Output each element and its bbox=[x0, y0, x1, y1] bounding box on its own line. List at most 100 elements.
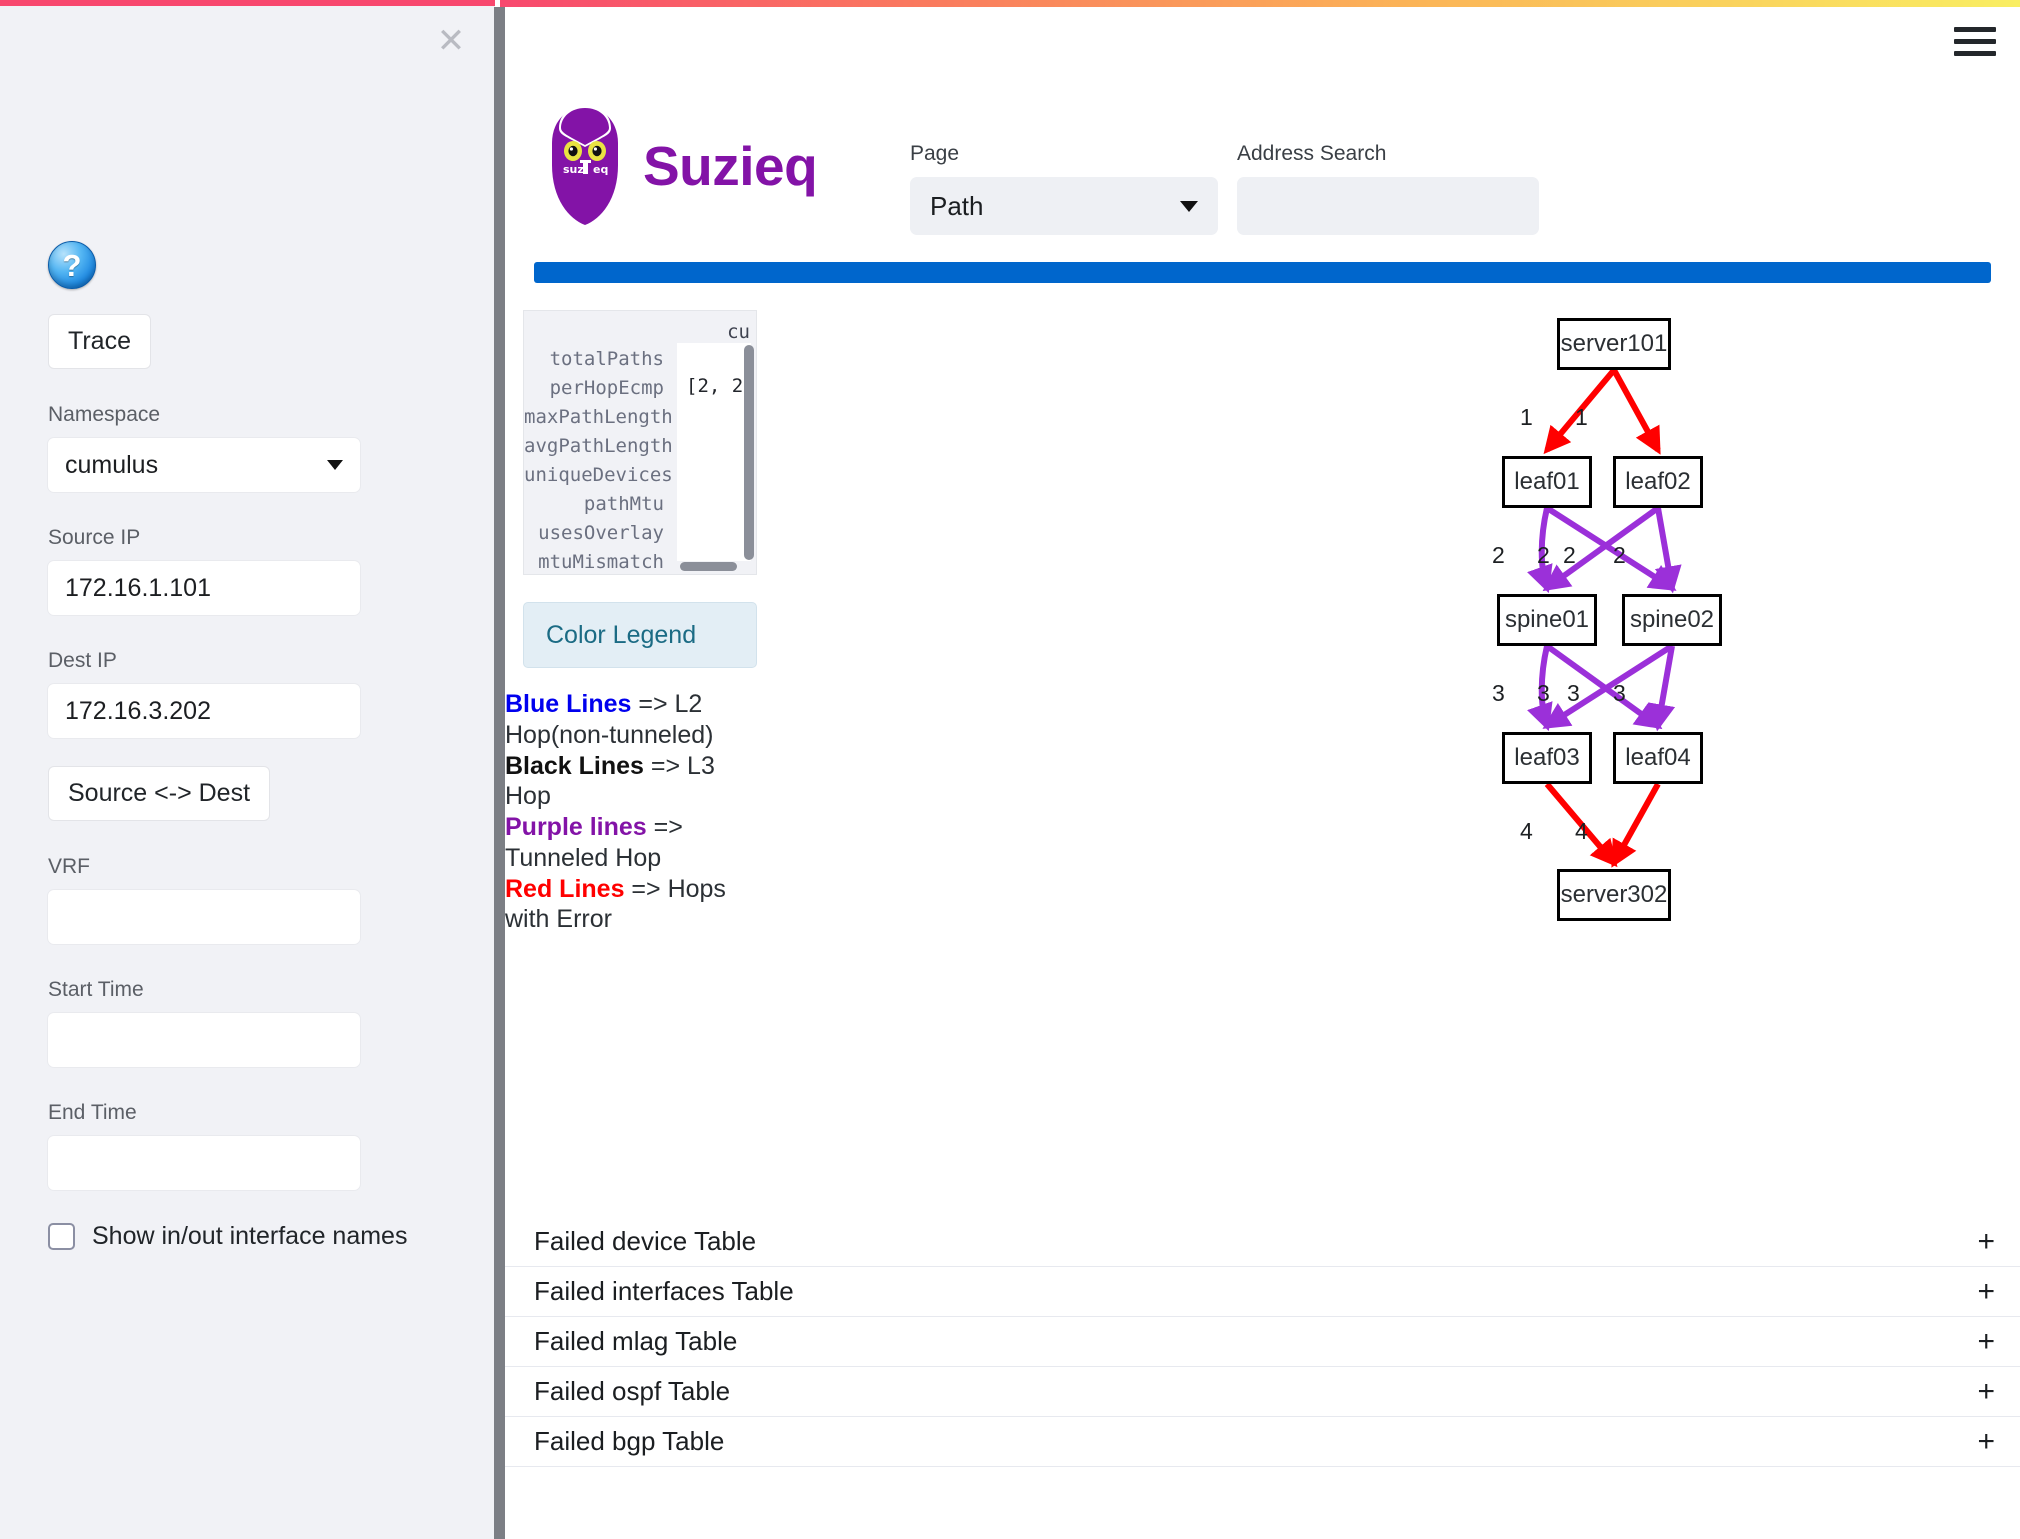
page-select[interactable]: Path bbox=[910, 177, 1218, 235]
field-dest-ip: Dest IP 172.16.3.202 bbox=[48, 649, 452, 738]
close-icon[interactable]: ✕ bbox=[436, 21, 466, 61]
show-interface-names-checkbox[interactable] bbox=[48, 1223, 75, 1250]
node-label: server302 bbox=[1560, 881, 1668, 908]
topology-node-server101[interactable]: server101 bbox=[1557, 318, 1671, 370]
table-cell bbox=[677, 546, 751, 561]
help-icon[interactable]: ? bbox=[48, 241, 96, 289]
address-search-input[interactable] bbox=[1237, 177, 1539, 235]
topology-edge-spine01-leaf04 bbox=[1545, 643, 1663, 730]
swap-source-dest-button[interactable]: Source <-> Dest bbox=[48, 766, 271, 821]
topology-edge-server101-leaf01 bbox=[1543, 368, 1617, 455]
dest-ip-input[interactable]: 172.16.3.202 bbox=[48, 684, 360, 738]
accordion-item-failed-device[interactable]: Failed device Table + bbox=[505, 1217, 2020, 1267]
summary-vertical-scrollbar[interactable] bbox=[744, 345, 754, 560]
top-gradient-bar bbox=[500, 0, 2020, 7]
field-label-source-ip: Source IP bbox=[48, 526, 141, 549]
source-ip-value: 172.16.1.101 bbox=[65, 573, 211, 602]
node-label: spine01 bbox=[1504, 606, 1590, 633]
brand[interactable]: suz eq Suzieq bbox=[539, 103, 818, 228]
accordion-title: Failed bgp Table bbox=[534, 1426, 725, 1456]
plus-icon[interactable]: + bbox=[1977, 1424, 1995, 1458]
svg-text:suz: suz bbox=[563, 163, 584, 176]
node-label: spine02 bbox=[1629, 606, 1715, 633]
plus-icon[interactable]: + bbox=[1977, 1224, 1995, 1258]
main-content: suz eq Suzieq Page Path Address Search bbox=[505, 7, 2020, 1539]
source-ip-input[interactable]: 172.16.1.101 bbox=[48, 561, 360, 615]
end-time-input[interactable] bbox=[48, 1136, 360, 1190]
accordion-item-failed-interfaces[interactable]: Failed interfaces Table + bbox=[505, 1267, 2020, 1317]
sidebar-scrollbar[interactable] bbox=[494, 7, 505, 1539]
address-search-control: Address Search bbox=[1237, 142, 1539, 235]
color-legend-header[interactable]: Color Legend bbox=[523, 602, 757, 668]
field-vrf: VRF bbox=[48, 855, 452, 944]
path-summary-table: cu totalPaths perHopEcmp maxPathLength a… bbox=[523, 310, 757, 575]
edge-label: 2 bbox=[1613, 542, 1626, 568]
suzieq-owl-logo-icon: suz eq bbox=[539, 103, 631, 228]
edge-label: 3 bbox=[1567, 680, 1580, 706]
topology-edge-leaf03-server302 bbox=[1544, 782, 1618, 868]
topology-edge-server101-leaf02 bbox=[1611, 368, 1661, 455]
field-start-time: Start Time bbox=[48, 978, 452, 1067]
namespace-value: cumulus bbox=[65, 450, 159, 479]
topology-node-leaf01[interactable]: leaf01 bbox=[1502, 456, 1592, 508]
node-label: leaf01 bbox=[1514, 468, 1580, 495]
legend-label-blue: Blue Lines bbox=[505, 690, 632, 718]
plus-icon[interactable]: + bbox=[1977, 1274, 1995, 1308]
table-cell bbox=[677, 343, 751, 372]
chevron-down-icon bbox=[327, 460, 343, 470]
vrf-input[interactable] bbox=[48, 890, 360, 944]
dest-ip-value: 172.16.3.202 bbox=[65, 696, 211, 725]
summary-horizontal-scrollbar[interactable] bbox=[680, 562, 737, 571]
legend-label-black: Black Lines bbox=[505, 751, 644, 780]
table-row: usesOverlay bbox=[538, 522, 664, 544]
chevron-down-icon bbox=[1180, 200, 1198, 212]
plus-icon[interactable]: + bbox=[1977, 1374, 1995, 1408]
sidebar-scrollbar-thumb[interactable] bbox=[494, 7, 505, 1539]
legend-label-red: Red Lines bbox=[505, 874, 625, 903]
legend-desc-red: => Hops with Error bbox=[505, 874, 726, 934]
legend-desc-black: => L3 Hop bbox=[505, 751, 715, 811]
field-label-namespace: Namespace bbox=[48, 403, 161, 426]
trace-button[interactable]: Trace bbox=[48, 314, 151, 369]
accordion-item-failed-ospf[interactable]: Failed ospf Table + bbox=[505, 1367, 2020, 1417]
table-row: uniqueDevices bbox=[524, 464, 673, 486]
topology-svg bbox=[1527, 368, 1682, 868]
table-cell bbox=[677, 459, 751, 488]
edge-label: 3 bbox=[1613, 680, 1626, 706]
table-row: totalPaths bbox=[549, 348, 664, 370]
hamburger-icon[interactable] bbox=[1954, 27, 1996, 57]
topology-edge-spine02-leaf03 bbox=[1542, 643, 1674, 729]
accordion-item-failed-bgp[interactable]: Failed bgp Table + bbox=[505, 1417, 2020, 1467]
topology-node-leaf02[interactable]: leaf02 bbox=[1613, 456, 1703, 508]
topology-edge-leaf01-spine02 bbox=[1545, 505, 1677, 591]
path-summary-row-labels: totalPaths perHopEcmp maxPathLength avgP… bbox=[524, 345, 673, 574]
edge-label: 3 bbox=[1492, 680, 1505, 706]
page-label: Page bbox=[910, 142, 960, 165]
legend-desc-blue: => L2 Hop(non-tunneled) bbox=[505, 690, 714, 749]
topology-node-server302[interactable]: server302 bbox=[1557, 869, 1671, 921]
field-label-end-time: End Time bbox=[48, 1101, 137, 1124]
accordion-title: Failed interfaces Table bbox=[534, 1276, 794, 1306]
node-label: leaf03 bbox=[1514, 744, 1580, 771]
edge-label: 4 bbox=[1575, 818, 1588, 844]
plus-icon[interactable]: + bbox=[1977, 1324, 1995, 1358]
page-select-value: Path bbox=[930, 190, 984, 221]
topology-edge-leaf02-spine01 bbox=[1542, 505, 1660, 592]
path-filter-sidebar: ✕ ? Trace Namespace cumulus Source IP 17… bbox=[0, 0, 495, 1539]
namespace-select[interactable]: cumulus bbox=[48, 438, 360, 492]
start-time-input[interactable] bbox=[48, 1013, 360, 1067]
show-interface-names-row: Show in/out interface names bbox=[48, 1222, 452, 1251]
topology-node-leaf04[interactable]: leaf04 bbox=[1613, 732, 1703, 784]
node-label: leaf04 bbox=[1625, 744, 1691, 771]
topology-node-leaf03[interactable]: leaf03 bbox=[1502, 732, 1592, 784]
path-topology-diagram: server101 leaf01 leaf02 spine01 spine02 leaf0… bbox=[1065, 302, 1765, 947]
topology-node-spine01[interactable]: spine01 bbox=[1497, 594, 1597, 646]
topology-node-spine02[interactable]: spine02 bbox=[1622, 594, 1722, 646]
show-interface-names-label: Show in/out interface names bbox=[92, 1222, 408, 1250]
path-summary-values: [2, 2, bbox=[677, 343, 751, 561]
edge-label: 3 bbox=[1537, 680, 1550, 706]
accordion-item-failed-mlag[interactable]: Failed mlag Table + bbox=[505, 1317, 2020, 1367]
table-row: avgPathLength bbox=[524, 435, 673, 457]
progress-bar bbox=[534, 262, 1991, 283]
